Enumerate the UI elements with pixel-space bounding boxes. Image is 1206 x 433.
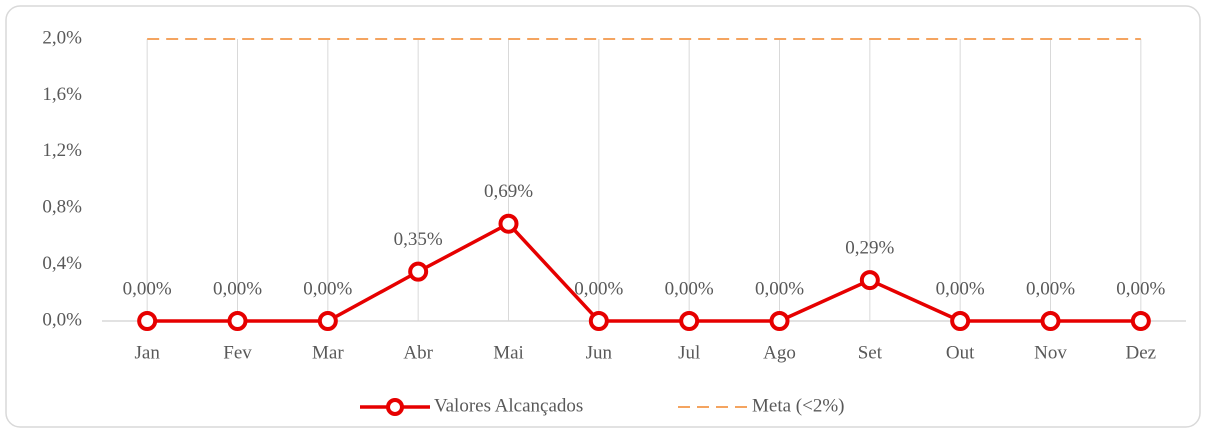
x-tick-label: Mar xyxy=(312,342,344,363)
legend-label: Valores Alcançados xyxy=(434,395,583,416)
data-point xyxy=(227,311,248,331)
data-label: 0,35% xyxy=(394,229,443,250)
y-tick-label: 0,0% xyxy=(42,309,82,330)
x-tick-label: Dez xyxy=(1126,342,1157,363)
y-tick-label: 0,4% xyxy=(42,253,82,274)
data-point xyxy=(769,311,790,331)
data-label: 0,00% xyxy=(936,278,985,299)
legend-marker xyxy=(386,398,404,416)
chart-border xyxy=(5,5,1201,428)
data-point xyxy=(408,261,429,282)
data-point xyxy=(317,311,338,331)
x-tick-label: Set xyxy=(858,342,883,363)
data-label: 0,00% xyxy=(123,278,172,299)
data-label: 0,00% xyxy=(665,278,714,299)
x-tick-label: Nov xyxy=(1034,342,1067,363)
x-tick-label: Out xyxy=(946,342,975,363)
x-tick-label: Fev xyxy=(223,342,252,363)
data-label: 0,00% xyxy=(574,278,623,299)
data-point xyxy=(588,311,609,331)
data-label: 0,69% xyxy=(484,181,533,202)
data-point xyxy=(859,270,880,291)
series-line xyxy=(147,221,1141,323)
x-tick-label: Ago xyxy=(763,342,796,363)
legend-label: Meta (<2%) xyxy=(752,395,845,416)
data-point xyxy=(498,213,519,234)
x-tick-label: Jan xyxy=(135,342,161,363)
data-label: 0,00% xyxy=(1116,278,1165,299)
data-label: 0,29% xyxy=(845,237,894,258)
x-tick-label: Jun xyxy=(586,342,613,363)
data-point xyxy=(137,311,158,331)
data-label: 0,00% xyxy=(1026,278,1075,299)
data-label: 0,00% xyxy=(303,278,352,299)
y-tick-label: 1,6% xyxy=(42,84,82,105)
y-tick-label: 2,0% xyxy=(42,27,82,48)
data-point xyxy=(679,311,700,331)
x-tick-label: Abr xyxy=(403,342,433,363)
data-label: 0,00% xyxy=(213,278,262,299)
data-point xyxy=(950,311,971,331)
data-point xyxy=(1130,311,1151,331)
y-tick-label: 1,2% xyxy=(42,140,82,161)
data-point xyxy=(1040,311,1061,331)
y-tick-label: 0,8% xyxy=(42,197,82,218)
x-tick-label: Mai xyxy=(493,342,524,363)
data-label: 0,00% xyxy=(755,278,804,299)
x-tick-label: Jul xyxy=(678,342,700,363)
